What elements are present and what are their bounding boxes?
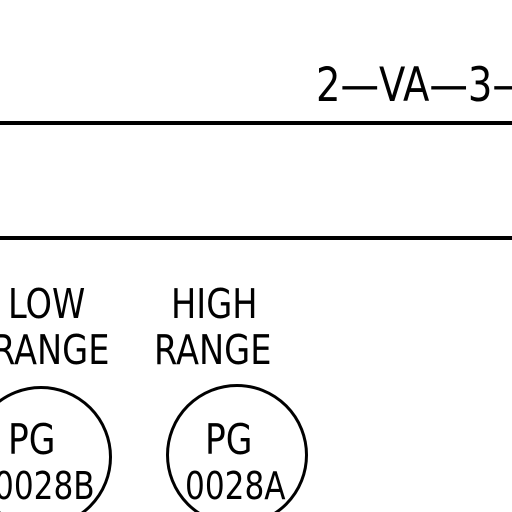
high-range-gauge-bubble (166, 384, 308, 512)
line-designation-label: 2—VA—3— (316, 58, 512, 113)
low-range-gauge-number: 0028B (0, 464, 95, 508)
low-range-label-line1: LOW (8, 280, 86, 328)
high-range-gauge-number: 0028A (185, 464, 286, 508)
high-range-label-line1: HIGH (171, 280, 258, 328)
low-range-label-line2: RANGE (0, 326, 110, 374)
high-range-gauge-type: PG (205, 415, 253, 464)
high-range-label-line2: RANGE (154, 326, 272, 374)
pipe-line-upper (0, 121, 512, 125)
pipe-line-lower (0, 236, 512, 240)
low-range-gauge-type: PG (8, 415, 56, 464)
low-range-gauge-bubble (0, 386, 112, 512)
